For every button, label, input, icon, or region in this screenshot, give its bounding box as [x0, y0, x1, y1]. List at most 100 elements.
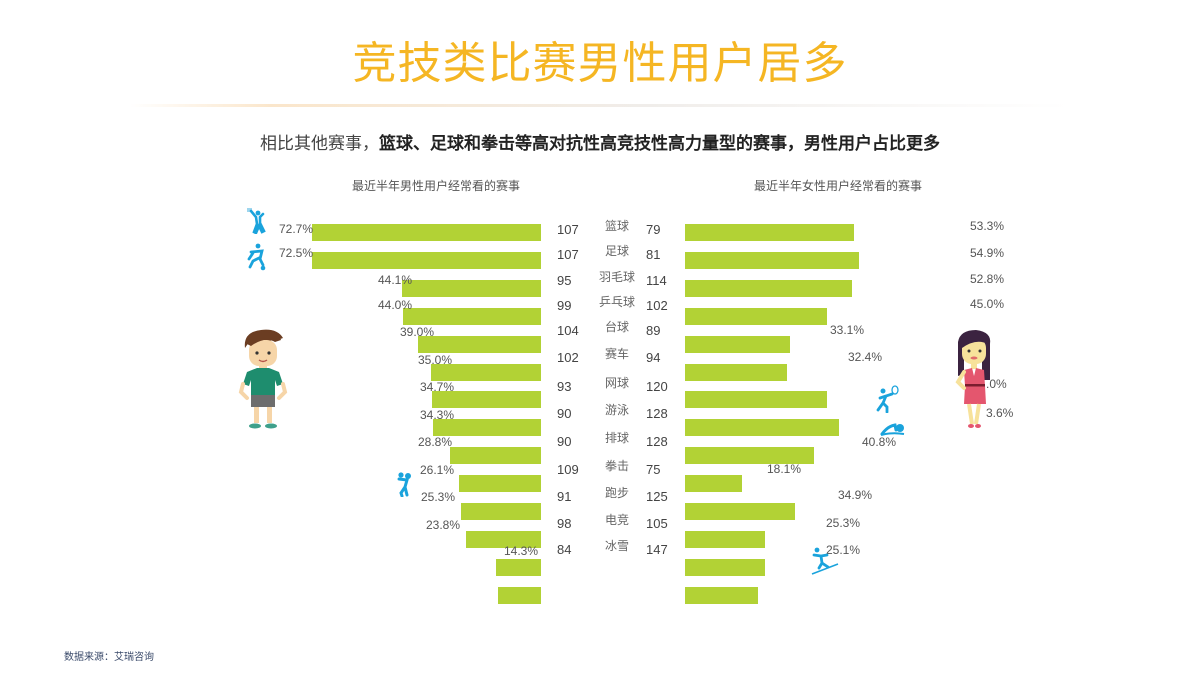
male-bar	[450, 447, 541, 464]
female-bar	[685, 224, 854, 241]
sport-name: 排球	[604, 431, 629, 445]
subtitle-bold: 篮球、足球和拳击等高对抗性高竞技性高力量型的赛事，男性用户占比更多	[379, 134, 940, 154]
female-index: 75	[646, 462, 661, 477]
male-index: 93	[557, 379, 572, 394]
female-pct-label: 32.4%	[848, 350, 883, 364]
sport-name: 电竞	[604, 513, 629, 527]
female-bar	[685, 587, 758, 604]
soccer-player-icon	[247, 243, 266, 271]
female-pct-label: 33.1%	[830, 323, 865, 337]
sport-name: 赛车	[604, 347, 629, 361]
female-index: 128	[646, 406, 668, 421]
male-pct-label: 34.7%	[420, 380, 455, 394]
boxer-icon	[397, 472, 411, 497]
female-pct-label: 53.3%	[970, 219, 1005, 233]
female-bar	[685, 336, 790, 353]
female-index: 79	[646, 222, 661, 237]
male-pct-label: 23.8%	[426, 518, 461, 532]
female-pct-label: .0%	[986, 377, 1007, 391]
male-bar	[496, 559, 541, 576]
male-pct-label: 35.0%	[418, 353, 453, 367]
male-index: 98	[557, 516, 572, 531]
male-pct-label: 72.7%	[279, 222, 314, 236]
male-pct-label: 28.8%	[418, 435, 453, 449]
sport-name: 羽毛球	[598, 270, 635, 284]
sport-name: 足球	[604, 244, 629, 258]
male-bar	[402, 280, 541, 297]
male-index: 84	[557, 542, 572, 557]
male-pct-label: 44.1%	[378, 273, 413, 287]
male-pct-label: 25.3%	[421, 490, 456, 504]
male-index: 91	[557, 489, 572, 504]
male-pct-label: 14.3%	[504, 544, 539, 558]
sport-name: 跑步	[604, 486, 629, 500]
female-bar	[685, 419, 839, 436]
female-bar	[685, 280, 852, 297]
male-index: 95	[557, 273, 572, 288]
male-index: 90	[557, 434, 572, 449]
subtitle-plain: 相比其他赛事，	[260, 134, 379, 154]
male-pct-label: 44.0%	[378, 298, 413, 312]
sport-name: 篮球	[604, 219, 629, 233]
male-pct-label: 72.5%	[279, 246, 314, 260]
female-index: 125	[646, 489, 668, 504]
female-bar	[685, 364, 787, 381]
page-title: 竞技类比赛男性用户居多	[352, 38, 848, 89]
female-bar	[685, 447, 814, 464]
sport-name: 乒乓球	[598, 295, 635, 309]
male-index: 107	[557, 222, 579, 237]
male-index: 107	[557, 247, 579, 262]
basketball-player-icon	[247, 208, 266, 234]
title-divider	[130, 104, 1070, 107]
male-bar	[459, 475, 541, 492]
sport-name: 拳击	[604, 459, 629, 473]
sport-name: 冰雪	[604, 539, 629, 553]
female-pct-label: 25.1%	[826, 543, 861, 557]
male-bar	[433, 419, 541, 436]
female-pct-label: 45.0%	[970, 297, 1005, 311]
swimmer-icon	[880, 423, 905, 436]
male-index: 109	[557, 462, 579, 477]
sport-name: 台球	[604, 320, 629, 334]
female-bar	[685, 531, 765, 548]
male-bar	[418, 336, 541, 353]
female-bar	[685, 475, 742, 492]
male-index: 99	[557, 298, 572, 313]
female-index: 102	[646, 298, 668, 313]
data-source: 数据来源：艾瑞咨询	[64, 652, 154, 663]
female-bar	[685, 391, 827, 408]
male-pct-label: 34.3%	[420, 408, 455, 422]
male-bar	[461, 503, 541, 520]
female-index: 81	[646, 247, 661, 262]
male-bar	[312, 252, 541, 269]
male-bar	[312, 224, 541, 241]
right-panel-title: 最近半年女性用户经常看的赛事	[754, 179, 923, 193]
female-pct-label: 40.8%	[862, 435, 897, 449]
tennis-player-icon	[876, 385, 899, 413]
female-index: 120	[646, 379, 668, 394]
male-bar	[432, 391, 541, 408]
male-user-figure	[238, 329, 288, 429]
male-bar	[403, 308, 541, 325]
male-index: 104	[557, 323, 579, 338]
male-bar	[466, 531, 541, 548]
male-bar	[431, 364, 541, 381]
female-index: 89	[646, 323, 661, 338]
female-bar	[685, 559, 765, 576]
female-pct-label: 3.6%	[986, 406, 1014, 420]
female-index: 105	[646, 516, 668, 531]
left-panel-title: 最近半年男性用户经常看的赛事	[352, 179, 521, 193]
female-index: 94	[646, 350, 661, 365]
female-index: 128	[646, 434, 668, 449]
female-index: 114	[646, 273, 667, 288]
sport-name: 网球	[604, 376, 629, 390]
female-pct-label: 52.8%	[970, 272, 1005, 286]
female-index: 147	[646, 542, 668, 557]
male-index: 102	[557, 350, 579, 365]
female-pct-label: 34.9%	[838, 488, 873, 502]
female-user-figure	[955, 330, 991, 428]
female-bar	[685, 308, 827, 325]
female-pct-label: 54.9%	[970, 246, 1005, 260]
female-bar	[685, 503, 795, 520]
sport-name: 游泳	[604, 403, 629, 417]
